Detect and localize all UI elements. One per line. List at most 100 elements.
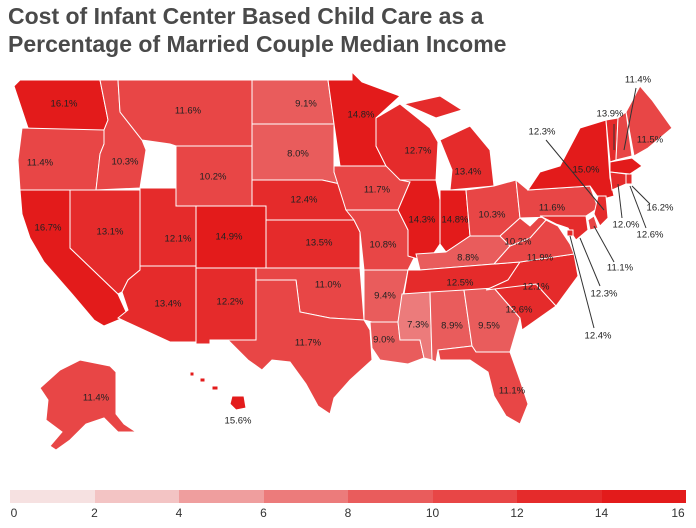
legend-swatch-7 bbox=[601, 490, 686, 503]
state-label-la: 9.0% bbox=[373, 335, 395, 346]
legend-color-bar bbox=[10, 490, 686, 503]
legend-swatch-4 bbox=[348, 490, 433, 503]
callout-line-ri bbox=[629, 185, 647, 229]
state-nc[interactable] bbox=[485, 253, 579, 307]
state-ma[interactable] bbox=[609, 157, 643, 175]
state-tx[interactable] bbox=[226, 279, 373, 415]
state-ak[interactable] bbox=[39, 359, 138, 451]
state-label-ny: 15.0% bbox=[573, 165, 600, 176]
legend-tick-label: 6 bbox=[260, 506, 267, 520]
state-label-fl: 11.1% bbox=[499, 386, 526, 397]
state-ri[interactable] bbox=[625, 173, 633, 185]
state-label-or: 11.4% bbox=[27, 158, 54, 169]
callout-line-md bbox=[579, 237, 601, 287]
state-label-hi: 15.6% bbox=[225, 416, 252, 427]
state-nj[interactable] bbox=[593, 195, 609, 227]
state-label-ca: 16.7% bbox=[35, 223, 62, 234]
state-nh[interactable] bbox=[615, 111, 633, 161]
state-label-ga: 9.5% bbox=[478, 321, 500, 332]
state-label-ne: 12.4% bbox=[291, 195, 318, 206]
legend-ticks: 0 2 4 6 8 10 12 14 16 bbox=[10, 506, 686, 524]
callout-line-ct bbox=[617, 183, 623, 219]
state-label-ak: 11.4% bbox=[83, 393, 110, 404]
state-label-co: 14.9% bbox=[216, 232, 243, 243]
map-title-line-1: Cost of Infant Center Based Child Care a… bbox=[8, 3, 484, 29]
state-label-nd: 9.1% bbox=[295, 99, 317, 110]
state-label-mn: 14.8% bbox=[348, 110, 375, 121]
state-label-md: 12.3% bbox=[591, 289, 618, 300]
color-legend: 0 2 4 6 8 10 12 14 16 bbox=[10, 490, 686, 528]
state-label-tn: 12.5% bbox=[447, 278, 474, 289]
state-hi[interactable] bbox=[189, 371, 247, 411]
legend-tick-label: 4 bbox=[175, 506, 183, 520]
state-label-nv: 13.1% bbox=[97, 227, 124, 238]
state-label-nj: 12.3% bbox=[529, 127, 556, 138]
state-label-me: 11.5% bbox=[637, 135, 664, 146]
legend-tick-label: 8 bbox=[344, 506, 352, 520]
state-label-sc: 12.6% bbox=[506, 305, 533, 316]
state-ks[interactable] bbox=[265, 219, 361, 269]
state-label-dc: 12.4% bbox=[585, 331, 612, 342]
state-label-mi: 13.4% bbox=[455, 167, 482, 178]
state-label-pa: 11.6% bbox=[539, 203, 566, 214]
callout-line-de bbox=[593, 225, 615, 263]
callout-line-dc bbox=[569, 235, 595, 329]
us-choropleth-map: 16.1% 11.4% 16.7% 10.3% 13.1% 11.6% 10.2% 12.1%… bbox=[13, 70, 674, 451]
state-label-va: 11.9% bbox=[527, 253, 554, 264]
state-label-mo: 10.8% bbox=[370, 240, 397, 251]
state-nd[interactable] bbox=[251, 79, 335, 125]
state-label-al: 8.9% bbox=[441, 321, 463, 332]
state-label-id: 10.3% bbox=[112, 157, 139, 168]
state-label-ky: 8.8% bbox=[457, 253, 479, 264]
state-label-az: 13.4% bbox=[155, 299, 182, 310]
state-label-nc: 12.1% bbox=[523, 282, 550, 293]
state-shapes bbox=[13, 70, 673, 451]
state-me[interactable] bbox=[625, 85, 673, 157]
legend-swatch-0 bbox=[10, 490, 95, 503]
legend-tick-label: 10 bbox=[425, 506, 440, 520]
state-label-wy: 10.2% bbox=[200, 172, 227, 183]
state-labels: 16.1% 11.4% 16.7% 10.3% 13.1% 11.6% 10.2% 12.1%… bbox=[27, 75, 674, 427]
state-label-sd: 8.0% bbox=[287, 149, 309, 160]
state-label-in: 14.8% bbox=[442, 215, 469, 226]
legend-swatch-2 bbox=[179, 490, 264, 503]
state-label-ct: 12.0% bbox=[613, 220, 640, 231]
state-ny[interactable] bbox=[527, 119, 615, 201]
state-md[interactable] bbox=[539, 215, 589, 241]
state-label-ks: 13.5% bbox=[306, 238, 333, 249]
state-label-wi: 12.7% bbox=[405, 146, 432, 157]
legend-swatch-3 bbox=[263, 490, 348, 503]
state-label-il: 14.3% bbox=[409, 215, 436, 226]
legend-swatch-1 bbox=[94, 490, 179, 503]
map-title: Cost of Infant Center Based Child Care a… bbox=[8, 2, 688, 58]
callout-line-ma bbox=[631, 185, 651, 205]
legend-tick-label: 16 bbox=[671, 506, 685, 520]
state-label-nm: 12.2% bbox=[217, 297, 244, 308]
state-label-tx: 11.7% bbox=[295, 338, 322, 349]
legend-tick-label: 12 bbox=[510, 506, 524, 520]
state-label-ri: 12.6% bbox=[637, 230, 664, 241]
callout-lines bbox=[545, 87, 651, 329]
state-label-ia: 11.7% bbox=[364, 185, 391, 196]
legend-tick-label: 14 bbox=[594, 506, 609, 520]
state-label-ar: 9.4% bbox=[374, 291, 396, 302]
state-label-mt: 11.6% bbox=[175, 106, 202, 117]
state-dc[interactable] bbox=[566, 229, 574, 237]
callout-line-nj bbox=[545, 139, 605, 211]
state-label-ut: 12.1% bbox=[165, 234, 192, 245]
legend-swatch-5 bbox=[432, 490, 517, 503]
legend-tick-label: 2 bbox=[91, 506, 98, 520]
state-ct[interactable] bbox=[609, 171, 627, 191]
state-fl[interactable] bbox=[437, 345, 529, 425]
state-label-de: 11.1% bbox=[607, 263, 634, 274]
state-de[interactable] bbox=[587, 215, 599, 231]
state-label-ma: 16.2% bbox=[647, 203, 674, 214]
callout-line-nh bbox=[623, 87, 637, 151]
state-label-wv: 10.2% bbox=[505, 237, 532, 248]
state-label-nh: 11.4% bbox=[625, 75, 652, 86]
state-label-oh: 10.3% bbox=[479, 210, 506, 221]
legend-tick-label: 0 bbox=[10, 506, 18, 520]
legend-swatch-6 bbox=[517, 490, 602, 503]
state-label-ms: 7.3% bbox=[407, 320, 429, 331]
map-title-line-2: Percentage of Married Couple Median Inco… bbox=[8, 31, 507, 57]
